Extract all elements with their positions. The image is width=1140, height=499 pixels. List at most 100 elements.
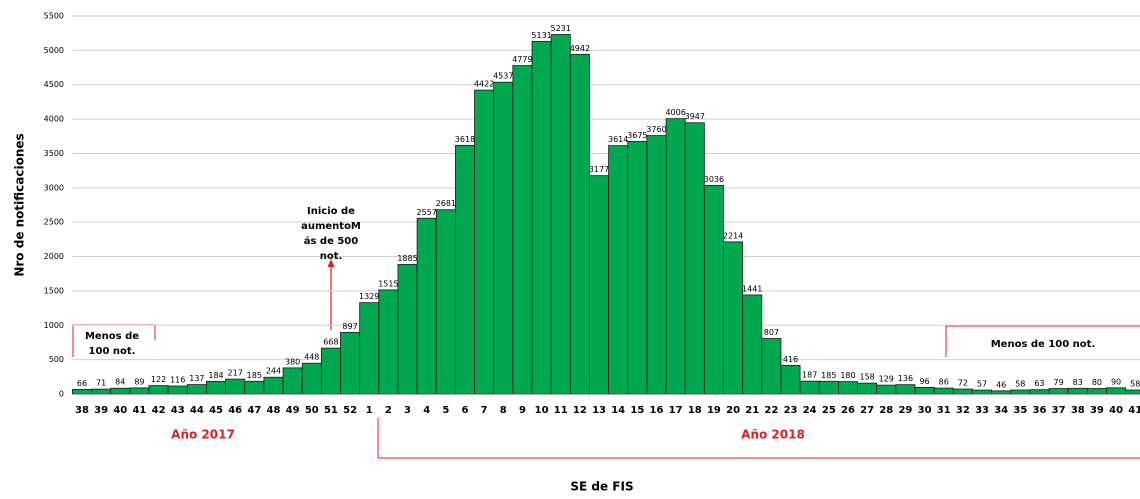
x-tick-label: 44: [190, 405, 204, 416]
bar: [1086, 388, 1107, 395]
bar: [1029, 389, 1050, 395]
value-label: 129: [879, 375, 894, 384]
value-label: 3760: [646, 125, 666, 134]
x-tick-label: 41: [132, 405, 146, 416]
x-tick-label: 38: [1071, 405, 1085, 416]
x-tick-label: 46: [228, 405, 242, 416]
bar: [857, 382, 878, 395]
bar: [627, 141, 648, 395]
x-tick-label: 33: [975, 405, 989, 416]
bar: [225, 378, 246, 395]
x-tick-label: 39: [1090, 405, 1104, 416]
x-tick-label: 19: [707, 405, 721, 416]
value-label: 72: [958, 379, 968, 388]
annotation: not.: [320, 251, 343, 262]
year-label: Año 2017: [171, 428, 235, 442]
x-tick-label: 15: [630, 405, 644, 416]
value-label: 46: [996, 380, 1006, 389]
x-tick-label: 3: [404, 405, 411, 416]
y-axis-label: Nro de notificaciones: [13, 133, 27, 276]
value-label: 80: [1092, 378, 1102, 387]
x-tick-label: 10: [535, 405, 549, 416]
value-label: 185: [821, 371, 836, 380]
value-label: 122: [151, 375, 166, 384]
x-tick-label: 1: [366, 405, 373, 416]
bar: [416, 217, 437, 395]
x-tick-label: 36: [1033, 405, 1047, 416]
bar: [244, 380, 265, 395]
value-label: 244: [266, 367, 281, 376]
value-label: 137: [189, 374, 204, 383]
value-label: 57: [977, 380, 987, 389]
value-label: 4779: [512, 55, 532, 64]
x-tick-label: 2: [385, 405, 392, 416]
x-tick-label: 22: [764, 405, 778, 416]
bar: [799, 380, 820, 395]
bar: [167, 385, 188, 395]
bar: [531, 40, 552, 395]
value-label: 184: [208, 371, 223, 380]
value-label: 1515: [378, 279, 398, 288]
x-tick-label: 16: [650, 405, 664, 416]
value-label: 4537: [493, 72, 513, 81]
bar: [129, 387, 150, 395]
bar: [148, 385, 169, 395]
bar: [301, 362, 322, 395]
value-label: 2681: [436, 199, 456, 208]
annotation: Menos de: [85, 331, 139, 342]
value-label: 3177: [589, 165, 609, 174]
bar: [474, 89, 495, 395]
bar: [378, 289, 399, 395]
value-label: 136: [898, 374, 913, 383]
bar: [933, 387, 954, 395]
value-label: 1885: [397, 254, 417, 263]
bar: [397, 264, 418, 395]
bar: [1106, 387, 1127, 395]
bar: [895, 384, 916, 395]
x-axis-label: SE de FIS: [570, 480, 633, 494]
x-tick-label: 28: [879, 405, 893, 416]
x-tick-label: 38: [75, 405, 89, 416]
x-tick-label: 4: [423, 405, 430, 416]
value-label: 63: [1034, 379, 1044, 388]
value-label: 448: [304, 353, 319, 362]
value-label: 96: [919, 377, 929, 386]
bar: [110, 387, 131, 395]
bar: [723, 241, 744, 395]
bar: [952, 388, 973, 395]
value-label: 4942: [570, 44, 590, 53]
value-label: 1441: [742, 284, 762, 293]
bar: [1067, 387, 1088, 395]
value-label: 3036: [704, 175, 724, 184]
value-label: 90: [1111, 377, 1121, 386]
bar: [550, 34, 571, 395]
x-tick-label: 37: [1052, 405, 1066, 416]
y-tick-label: 1000: [44, 321, 64, 330]
x-tick-label: 45: [209, 405, 223, 416]
value-label: 71: [96, 379, 106, 388]
x-tick-label: 13: [592, 405, 606, 416]
bracket-2018: [377, 418, 1140, 459]
bar: [646, 135, 667, 395]
bar: [665, 118, 686, 395]
bar: [569, 53, 590, 395]
bar: [780, 365, 801, 395]
value-label: 3947: [685, 112, 705, 121]
bar: [1010, 389, 1031, 395]
x-tick-label: 25: [822, 405, 836, 416]
value-label: 86: [939, 378, 949, 387]
bar: [282, 367, 303, 395]
x-tick-label: 34: [994, 405, 1008, 416]
x-tick-label: 48: [267, 405, 281, 416]
value-label: 416: [783, 355, 798, 364]
value-label: 897: [342, 322, 357, 331]
year-label: Año 2018: [741, 428, 805, 442]
value-label: 3618: [455, 135, 475, 144]
x-tick-label: 6: [461, 405, 468, 416]
bracket-low-2018: [945, 325, 1140, 357]
y-tick-label: 5500: [44, 12, 64, 21]
x-tick-label: 49: [286, 405, 300, 416]
y-tick-label: 3000: [44, 183, 64, 192]
x-tick-label: 42: [152, 405, 166, 416]
